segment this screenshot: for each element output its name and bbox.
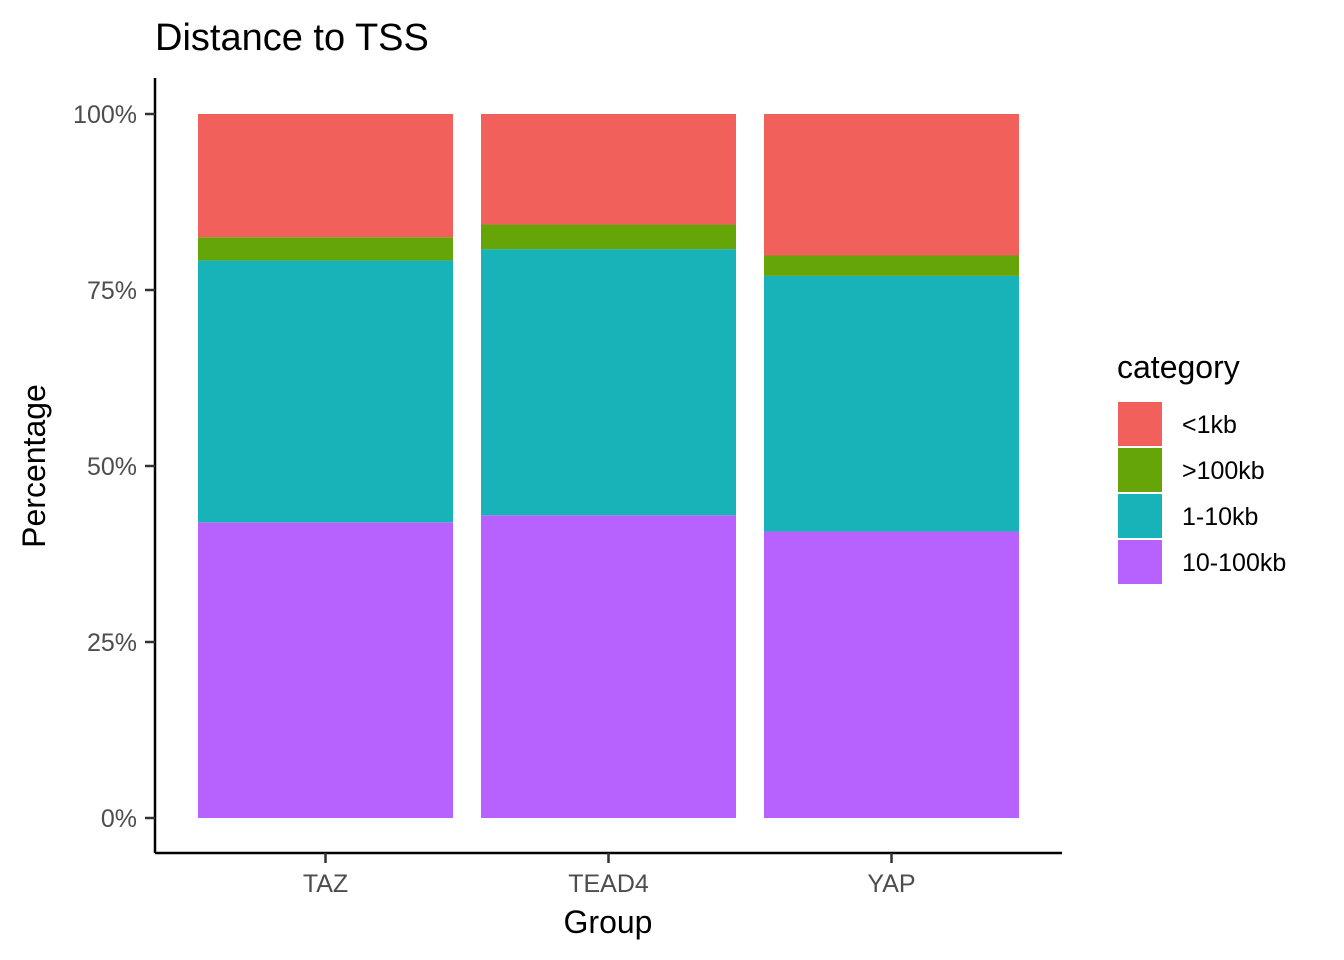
x-tick-label: YAP — [867, 870, 915, 898]
bars-group — [198, 114, 1019, 818]
legend-swatch — [1118, 494, 1162, 538]
bar-segment-taz-1-10kb — [198, 260, 453, 523]
y-tick-label: 50% — [87, 453, 137, 481]
legend: <1kb >100kb 1-10kb 10-100kb — [1118, 402, 1286, 584]
y-tick-label: 75% — [87, 277, 137, 305]
legend-label: 10-100kb — [1182, 549, 1286, 577]
x-tick-label: TEAD4 — [568, 870, 649, 898]
x-axis-title: Group — [564, 904, 653, 940]
legend-swatch — [1118, 448, 1162, 492]
legend-label: 1-10kb — [1182, 503, 1258, 531]
y-tick-label: 100% — [73, 101, 137, 129]
y-axis-title: Percentage — [16, 384, 52, 548]
legend-label: >100kb — [1182, 457, 1265, 485]
chart-title: Distance to TSS — [155, 17, 429, 59]
y-tick-label: 0% — [101, 805, 137, 833]
x-tick-label: TAZ — [303, 870, 348, 898]
legend-swatch — [1118, 540, 1162, 584]
legend-title: category — [1117, 349, 1240, 385]
bar-segment-tead4-100kb — [481, 224, 736, 250]
bar-segment-tead4-10-100kb — [481, 515, 736, 818]
bar-segment-taz-10-100kb — [198, 522, 453, 818]
legend-label: <1kb — [1182, 411, 1237, 439]
y-tick-label: 25% — [87, 629, 137, 657]
bar-segment-tead4-1-10kb — [481, 249, 736, 516]
bar-segment-taz-100kb — [198, 237, 453, 261]
bar-segment-yap-10-100kb — [764, 531, 1019, 818]
bar-segment-yap-100kb — [764, 255, 1019, 276]
legend-swatch — [1118, 402, 1162, 446]
y-ticks-group: 0% 25% 50% 75% 100% — [73, 101, 155, 833]
bar-segment-tead4-1kb — [481, 114, 736, 225]
bar-segment-yap-1-10kb — [764, 275, 1019, 532]
x-ticks-group: TAZ TEAD4 YAP — [303, 853, 916, 898]
bar-segment-yap-1kb — [764, 114, 1019, 256]
bar-segment-taz-1kb — [198, 114, 453, 238]
